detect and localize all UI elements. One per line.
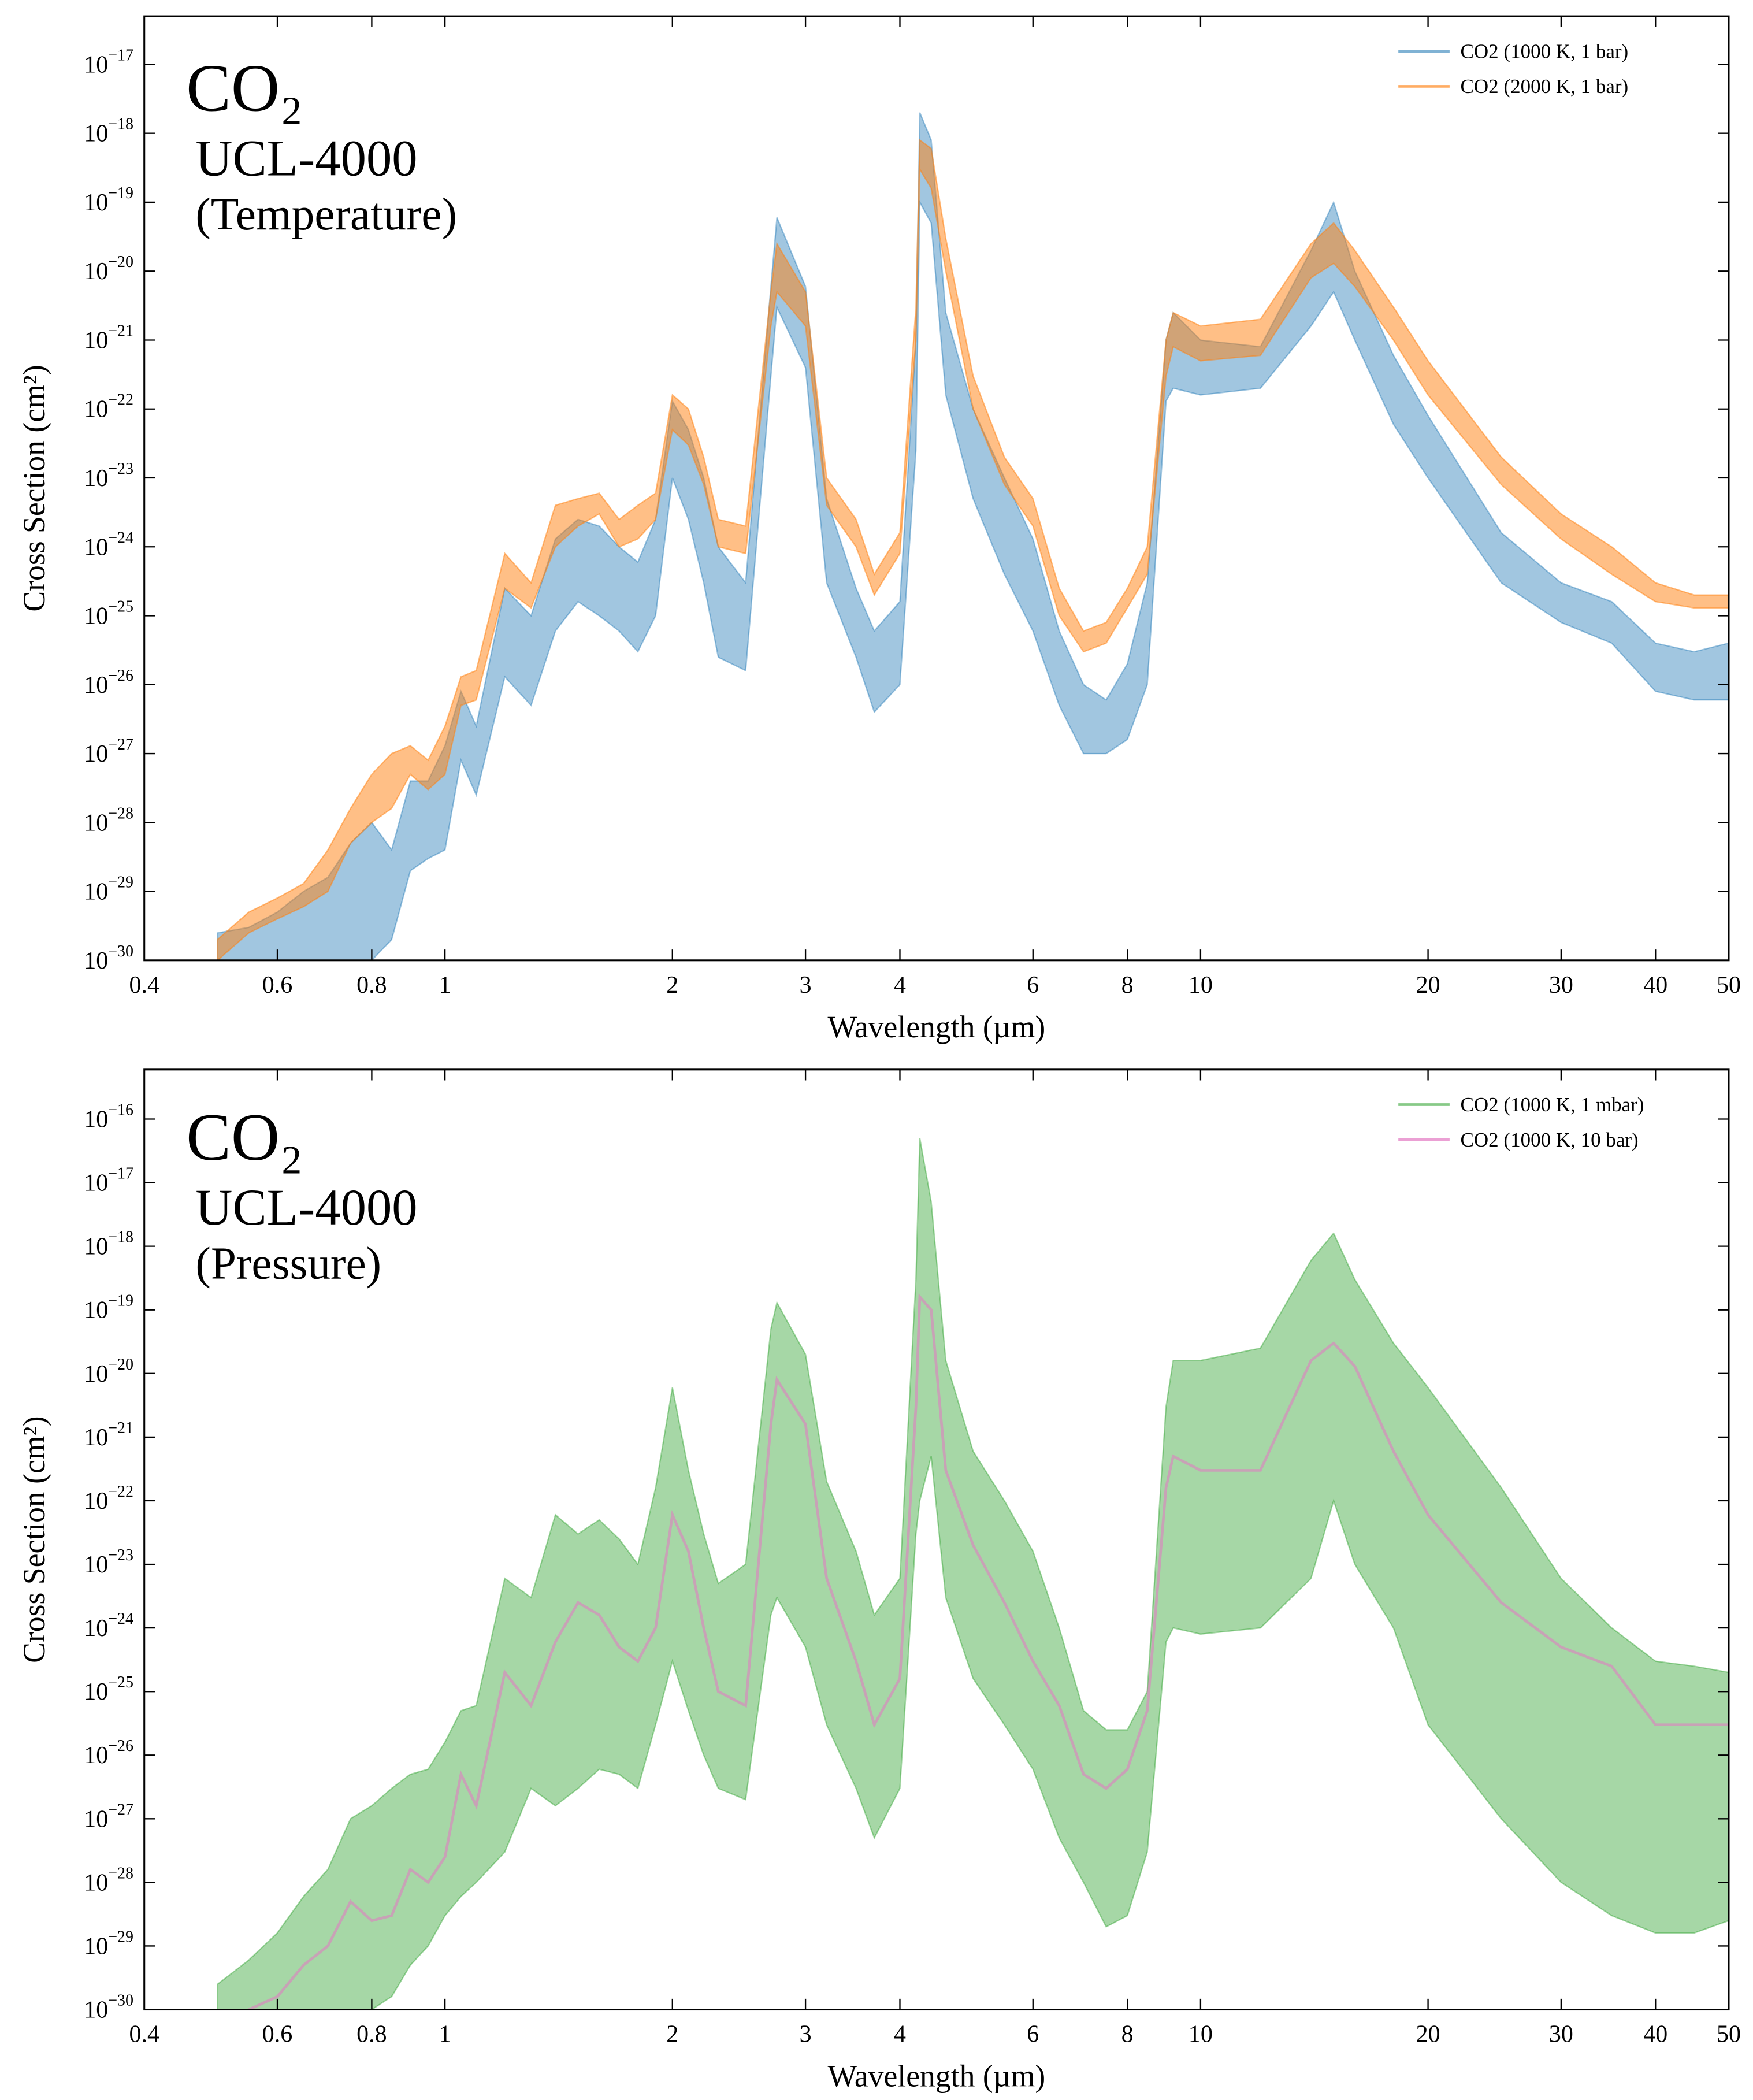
annotation: (Pressure)	[195, 1238, 381, 1289]
y-tick-label: 10−28	[84, 804, 133, 836]
plot-area	[217, 112, 1729, 960]
x-tick-label: 0.4	[129, 972, 159, 999]
y-axis-label: Cross Section (cm²)	[17, 365, 51, 611]
annotation: CO₂	[186, 51, 303, 125]
y-tick-label: 10−24	[84, 1610, 133, 1642]
x-tick-label: 0.4	[129, 2021, 159, 2048]
y-tick-label: 10−28	[84, 1864, 133, 1896]
axes-frame	[143, 1068, 1730, 2011]
panel: 10−30 10−29 10−28 10−27 10−26 10−25 10−24 10−23…	[17, 1068, 1741, 2094]
x-tick-label: 2	[666, 972, 678, 999]
y-tick-label: 10−21	[84, 1419, 133, 1451]
y-tick-label: 10−16	[84, 1101, 133, 1133]
x-tick-label: 0.8	[356, 2021, 387, 2048]
legend-label: CO2 (2000 K, 1 bar)	[1461, 75, 1629, 98]
y-tick-label: 10−29	[84, 874, 133, 906]
y-tick-label: 10−23	[84, 460, 133, 492]
y-tick-label: 10−17	[84, 46, 133, 78]
y-tick-label: 10−26	[84, 1737, 133, 1769]
plot-area	[217, 1138, 1729, 2010]
x-tick-label: 6	[1027, 972, 1039, 999]
y-tick-label: 10−23	[84, 1546, 133, 1578]
x-tick-label: 40	[1643, 972, 1667, 999]
y-tick-label: 10−19	[84, 184, 133, 216]
x-tick-label: 10	[1189, 2021, 1213, 2048]
x-tick-label: 3	[800, 972, 812, 999]
legend-label: CO2 (1000 K, 10 bar)	[1461, 1129, 1639, 1151]
band	[217, 112, 1729, 960]
x-tick-label: 1	[439, 2021, 451, 2048]
line	[247, 1293, 1729, 2010]
x-axis-label: Wavelength (µm)	[827, 1010, 1045, 1044]
y-tick-label: 10−30	[84, 943, 133, 974]
x-tick-label: 8	[1121, 2021, 1134, 2048]
y-tick-label: 10−22	[84, 1483, 133, 1515]
x-tick-label: 0.6	[262, 972, 293, 999]
x-tick-label: 2	[666, 2021, 678, 2048]
x-tick-label: 40	[1643, 2021, 1667, 2048]
annotation: CO₂	[186, 1100, 303, 1175]
x-tick-label: 30	[1549, 2021, 1573, 2048]
x-tick-label: 6	[1027, 2021, 1039, 2048]
y-tick-label: 10−25	[84, 598, 133, 630]
legend-label: CO2 (1000 K, 1 mbar)	[1461, 1093, 1644, 1116]
axes-frame	[143, 15, 1730, 962]
y-tick-label: 10−21	[84, 322, 133, 354]
legend-label: CO2 (1000 K, 1 bar)	[1461, 40, 1629, 62]
x-tick-label: 0.6	[262, 2021, 293, 2048]
y-tick-label: 10−22	[84, 391, 133, 423]
y-tick-label: 10−27	[84, 1801, 133, 1832]
band	[217, 1138, 1729, 2010]
x-tick-label: 20	[1416, 972, 1440, 999]
x-axis-label: Wavelength (µm)	[827, 2059, 1045, 2094]
x-tick-label: 0.8	[356, 972, 387, 999]
x-tick-label: 1	[439, 972, 451, 999]
y-tick-label: 10−26	[84, 667, 133, 699]
y-tick-label: 10−29	[84, 1928, 133, 1960]
x-tick-label: 3	[800, 2021, 812, 2048]
band	[217, 138, 1729, 960]
x-tick-label: 50	[1717, 2021, 1741, 2048]
annotation: UCL-4000	[195, 131, 417, 187]
x-tick-label: 20	[1416, 2021, 1440, 2048]
x-tick-label: 30	[1549, 972, 1573, 999]
y-tick-label: 10−25	[84, 1674, 133, 1705]
x-tick-label: 50	[1717, 972, 1741, 999]
x-tick-label: 8	[1121, 972, 1134, 999]
y-tick-label: 10−27	[84, 736, 133, 767]
y-tick-label: 10−17	[84, 1165, 133, 1197]
x-tick-label: 10	[1189, 972, 1213, 999]
y-tick-label: 10−30	[84, 1992, 133, 2024]
y-tick-label: 10−24	[84, 529, 133, 561]
y-tick-label: 10−18	[84, 1229, 133, 1260]
y-tick-label: 10−19	[84, 1292, 133, 1324]
annotation: UCL-4000	[195, 1179, 417, 1236]
x-tick-label: 4	[894, 972, 906, 999]
panel: 10−30 10−29 10−28 10−27 10−26 10−25 10−24 10−23…	[17, 15, 1741, 1044]
y-tick-label: 10−18	[84, 116, 133, 147]
x-tick-label: 4	[894, 2021, 906, 2048]
y-tick-label: 10−20	[84, 1356, 133, 1387]
annotation: (Temperature)	[195, 189, 457, 240]
y-tick-label: 10−20	[84, 253, 133, 285]
y-axis-label: Cross Section (cm²)	[17, 1416, 51, 1663]
